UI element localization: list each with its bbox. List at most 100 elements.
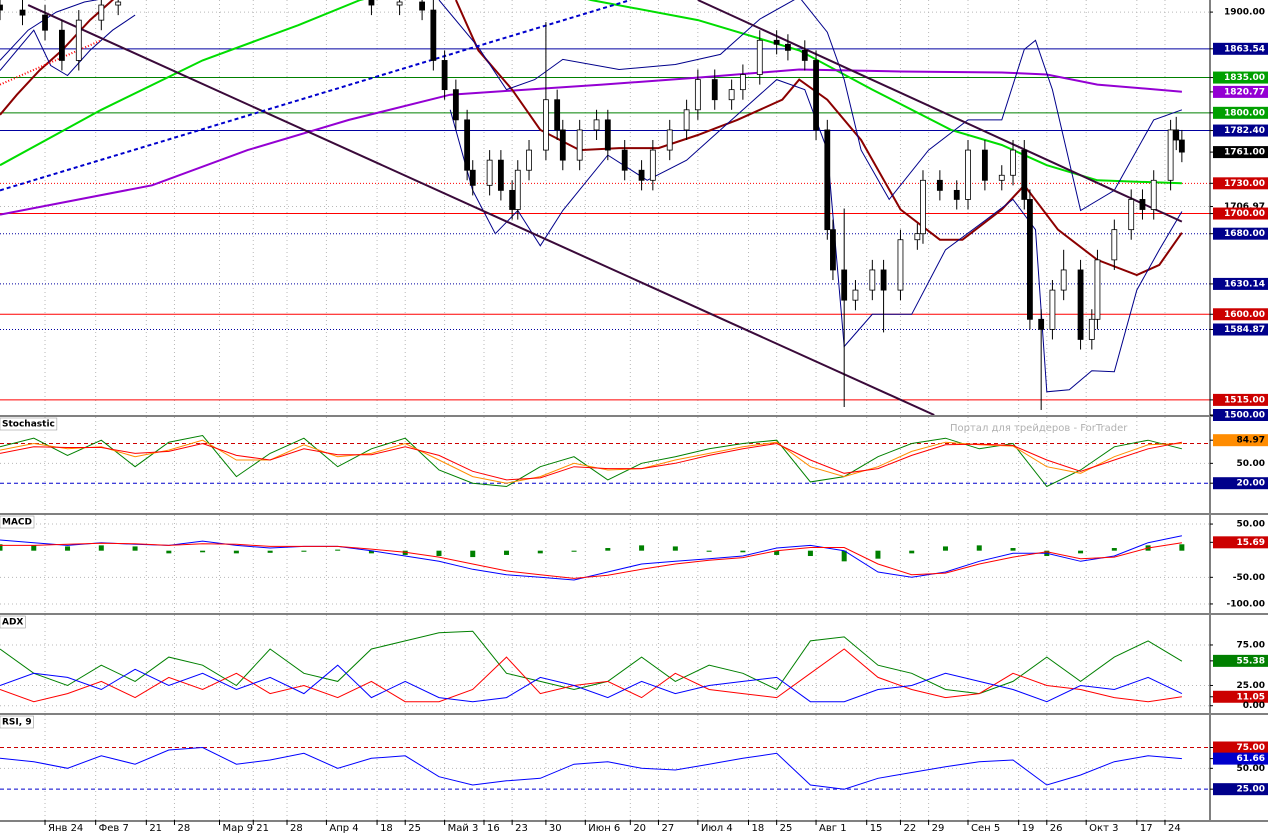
candle-body bbox=[554, 99, 561, 131]
y-tick-label: 1820.77 bbox=[1224, 87, 1265, 97]
histogram-bar bbox=[0, 544, 3, 551]
y-tick-label: 50.00 bbox=[1237, 520, 1265, 530]
y-tick-label: 1515.00 bbox=[1224, 395, 1265, 405]
y-tick-label: -100.00 bbox=[1227, 599, 1265, 609]
candle-body bbox=[852, 289, 859, 301]
candle-body bbox=[75, 19, 82, 61]
y-tick-label: 0.00 bbox=[1243, 701, 1265, 711]
panel bbox=[0, 515, 1210, 613]
panel-title-box bbox=[0, 615, 26, 629]
y-tick-label: 75.00 bbox=[1237, 640, 1265, 650]
candle-body bbox=[98, 4, 105, 21]
candle-body bbox=[1010, 149, 1016, 176]
candle-body bbox=[509, 189, 516, 210]
candle-body bbox=[430, 9, 437, 61]
price-label-box bbox=[1213, 227, 1268, 240]
trend-line bbox=[0, 0, 631, 192]
histogram-bar bbox=[402, 550, 408, 555]
candle-body bbox=[1178, 139, 1185, 153]
x-tick-label: 17 bbox=[1140, 823, 1153, 834]
y-tick-label: 50.00 bbox=[1237, 459, 1265, 469]
series-line bbox=[0, 630, 1183, 695]
histogram-bar bbox=[436, 550, 442, 557]
histogram-bar bbox=[335, 549, 341, 551]
candle-body bbox=[649, 149, 656, 181]
series-line bbox=[0, 648, 1182, 703]
histogram-bar bbox=[841, 550, 847, 562]
price-label-box bbox=[1213, 71, 1268, 84]
candle-body bbox=[756, 39, 763, 75]
x-tick-label: Авг 1 bbox=[819, 823, 847, 834]
price-label-box bbox=[1213, 85, 1268, 98]
price-label-box bbox=[1213, 146, 1268, 159]
candle-body bbox=[683, 109, 690, 131]
price-label-box bbox=[1213, 654, 1268, 667]
histogram-bar bbox=[1078, 550, 1084, 554]
x-tick-label: 20 bbox=[633, 823, 646, 834]
price-label-box bbox=[1213, 783, 1268, 796]
panel-title-box bbox=[0, 715, 34, 729]
candle-body bbox=[469, 169, 476, 186]
histogram-bar bbox=[976, 545, 982, 551]
histogram-bar bbox=[1111, 548, 1117, 551]
series-line bbox=[0, 664, 1183, 703]
y-tick-label: 50.00 bbox=[1237, 764, 1265, 774]
candle-body bbox=[1111, 229, 1118, 261]
candle-body bbox=[830, 229, 836, 271]
candle-body bbox=[42, 14, 48, 31]
price-label-box bbox=[1213, 207, 1268, 220]
histogram-bar bbox=[774, 550, 780, 555]
candle-body bbox=[115, 1, 122, 6]
candle-body bbox=[1060, 269, 1067, 291]
candle-body bbox=[1167, 129, 1174, 181]
candle-body bbox=[1094, 259, 1101, 320]
y-tick-label: 1500.00 bbox=[1224, 411, 1265, 421]
candle-body bbox=[497, 159, 504, 191]
x-tick-label: 28 bbox=[290, 823, 303, 834]
series-line bbox=[0, 441, 1182, 481]
price-label-box bbox=[1213, 308, 1268, 321]
candle-body bbox=[998, 174, 1005, 181]
candle-body bbox=[773, 39, 780, 45]
series-line bbox=[0, 535, 1183, 581]
candle-body bbox=[559, 129, 566, 161]
candle-body bbox=[419, 1, 425, 11]
histogram-bar bbox=[470, 550, 476, 558]
histogram-bar bbox=[672, 546, 678, 551]
x-tick-label: 29 bbox=[932, 823, 945, 834]
y-tick-label: 15.69 bbox=[1237, 538, 1265, 548]
candle-body bbox=[19, 9, 26, 16]
y-tick-label: 20.00 bbox=[1237, 479, 1265, 489]
histogram-bar bbox=[807, 550, 813, 557]
histogram-bar bbox=[504, 550, 510, 555]
candle-body bbox=[914, 233, 921, 241]
histogram-bar bbox=[98, 545, 104, 551]
candle-body bbox=[666, 129, 673, 151]
x-tick-label: 27 bbox=[661, 823, 674, 834]
x-tick-label: Окт 3 bbox=[1089, 823, 1118, 834]
candle-body bbox=[813, 60, 819, 131]
histogram-bar bbox=[233, 550, 239, 554]
candle-body bbox=[1173, 129, 1180, 141]
price-label-box bbox=[1213, 536, 1268, 549]
y-tick-label: 1835.00 bbox=[1224, 73, 1265, 83]
x-tick-label: Июн 6 bbox=[588, 823, 620, 834]
panel-title: Stochastic bbox=[2, 420, 55, 430]
candle-body bbox=[965, 149, 971, 200]
y-tick-label: 1584.87 bbox=[1224, 325, 1265, 335]
candle-body bbox=[694, 79, 701, 111]
candle-body bbox=[897, 239, 904, 291]
series-line bbox=[0, 542, 1182, 579]
price-label-box bbox=[1213, 434, 1268, 447]
y-tick-label: 25.00 bbox=[1237, 681, 1265, 691]
x-tick-label: 25 bbox=[780, 823, 793, 834]
y-tick-label: 1680.00 bbox=[1224, 229, 1265, 239]
x-tick-label: 23 bbox=[515, 823, 528, 834]
candle-body bbox=[981, 149, 988, 181]
histogram-bar bbox=[166, 550, 172, 554]
panel-title-box bbox=[0, 515, 35, 529]
price-label-box bbox=[1213, 323, 1268, 336]
histogram-bar bbox=[740, 550, 746, 553]
x-tick-label: 19 bbox=[1022, 823, 1035, 834]
